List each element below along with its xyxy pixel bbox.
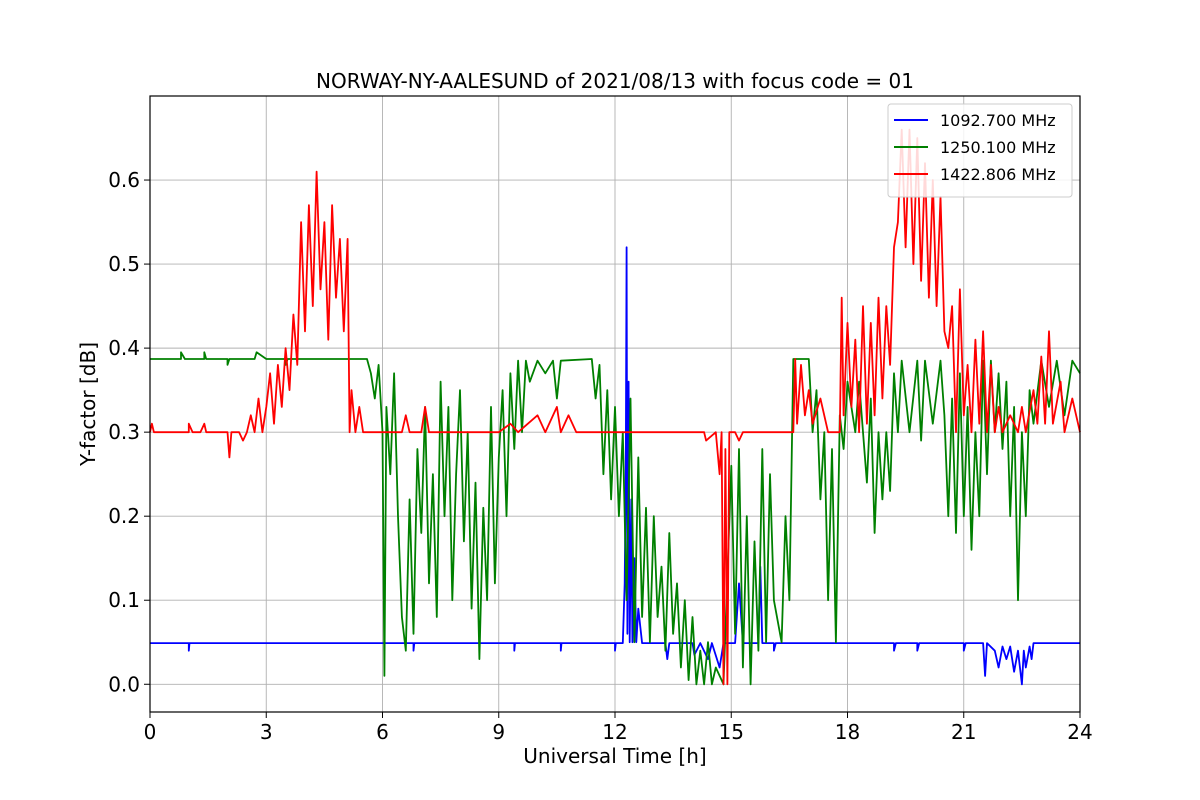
series-layer	[149, 128, 1081, 686]
x-tick-label: 0	[144, 720, 157, 744]
y-tick-label: 0.0	[108, 672, 140, 696]
legend-label: 1092.700 MHz	[940, 111, 1056, 130]
x-tick-label: 3	[260, 720, 273, 744]
y-axis-label: Y-factor [dB]	[76, 342, 100, 467]
legend-label: 1250.100 MHz	[940, 138, 1056, 157]
y-tick-label: 0.3	[108, 420, 140, 444]
y-tick-label: 0.2	[108, 504, 140, 528]
y-tick-label: 0.1	[108, 588, 140, 612]
legend-box	[887, 103, 1073, 198]
x-tick-label: 24	[1067, 720, 1092, 744]
series-line-1	[150, 246, 1080, 686]
series-line-2	[150, 351, 1081, 686]
x-tick-label: 15	[719, 720, 744, 744]
series-line-3	[149, 128, 1081, 686]
y-tick-label: 0.6	[108, 168, 140, 192]
x-tick-label: 9	[492, 720, 505, 744]
x-tick-label: 6	[376, 720, 389, 744]
x-axis: 0 3 6 9 12 15 18 21 24	[144, 712, 1093, 744]
legend: 1092.700 MHz 1250.100 MHz 1422.806 MHz	[887, 103, 1073, 198]
x-tick-label: 18	[835, 720, 860, 744]
x-tick-label: 12	[602, 720, 627, 744]
x-axis-label: Universal Time [h]	[523, 744, 706, 768]
x-tick-label: 21	[951, 720, 976, 744]
y-axis: 0.0 0.1 0.2 0.3 0.4 0.5 0.6	[108, 168, 150, 696]
legend-label: 1422.806 MHz	[940, 165, 1056, 184]
y-tick-label: 0.4	[108, 336, 140, 360]
chart-title: NORWAY-NY-AALESUND of 2021/08/13 with fo…	[316, 69, 914, 93]
y-tick-label: 0.5	[108, 252, 140, 276]
